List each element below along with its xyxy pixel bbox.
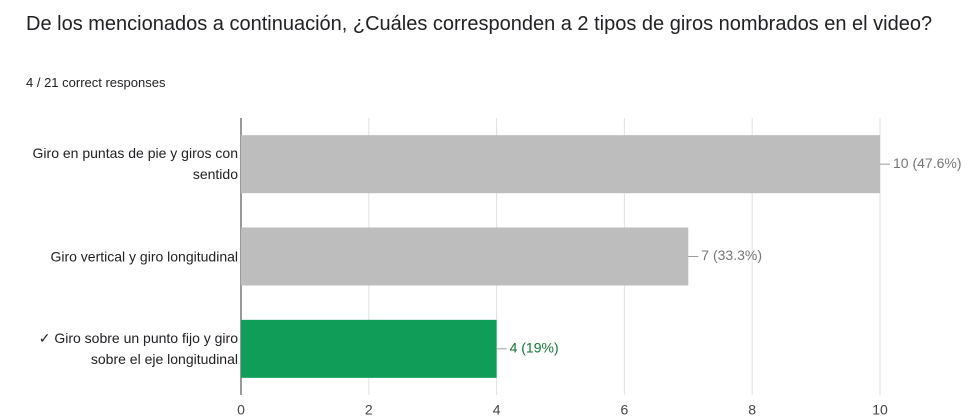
bar (241, 319, 497, 378)
category-label: ✓ Giro sobre un punto fijo y giro sobre … (38, 329, 238, 367)
category-label: Giro en puntas de pie y giros con sentid… (32, 145, 238, 183)
value-label: 7 (33.3%) (701, 247, 762, 263)
bar (241, 227, 689, 286)
x-tick-label: 10 (872, 402, 888, 418)
chart-title: De los mencionados a continuación, ¿Cuál… (26, 13, 933, 35)
value-label: 10 (47.6%) (893, 155, 961, 171)
x-tick-label: 0 (237, 402, 245, 418)
bar (241, 135, 880, 194)
x-tick-label: 4 (493, 402, 501, 418)
chart-subtitle: 4 / 21 correct responses (26, 75, 166, 90)
x-tick-label: 8 (748, 402, 756, 418)
x-tick-label: 2 (365, 402, 373, 418)
category-label: Giro vertical y giro longitudinal (50, 248, 238, 264)
value-label: 4 (19%) (510, 340, 559, 356)
x-tick-label: 6 (621, 402, 629, 418)
